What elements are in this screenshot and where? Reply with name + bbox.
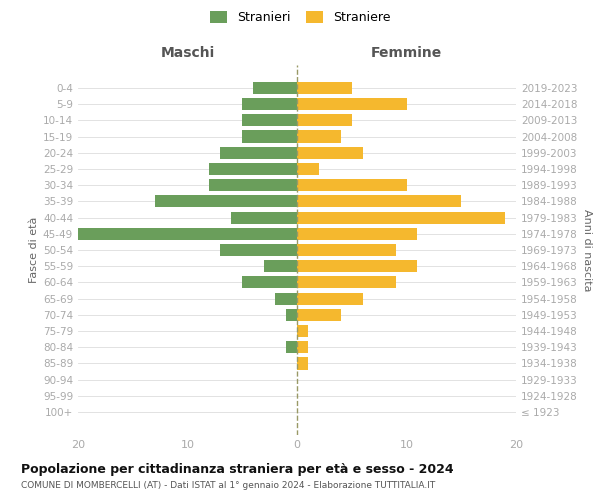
Bar xyxy=(297,276,395,288)
Bar xyxy=(297,130,341,142)
Bar xyxy=(209,179,297,191)
Bar xyxy=(232,212,297,224)
Bar xyxy=(155,196,297,207)
Bar xyxy=(220,244,297,256)
Bar xyxy=(253,82,297,94)
Text: Popolazione per cittadinanza straniera per età e sesso - 2024: Popolazione per cittadinanza straniera p… xyxy=(21,462,454,475)
Bar xyxy=(220,146,297,159)
Bar xyxy=(286,341,297,353)
Bar xyxy=(297,98,407,110)
Bar xyxy=(286,309,297,321)
Bar xyxy=(297,244,395,256)
Bar xyxy=(297,341,308,353)
Legend: Stranieri, Straniere: Stranieri, Straniere xyxy=(207,8,393,26)
Text: Femmine: Femmine xyxy=(371,46,442,60)
Bar xyxy=(297,82,352,94)
Bar xyxy=(297,196,461,207)
Bar xyxy=(297,309,341,321)
Bar xyxy=(264,260,297,272)
Y-axis label: Fasce di età: Fasce di età xyxy=(29,217,39,283)
Bar xyxy=(242,130,297,142)
Bar xyxy=(297,179,407,191)
Bar xyxy=(242,276,297,288)
Bar xyxy=(297,358,308,370)
Bar xyxy=(297,260,418,272)
Bar xyxy=(297,228,418,240)
Bar xyxy=(78,228,297,240)
Bar xyxy=(275,292,297,304)
Text: Maschi: Maschi xyxy=(160,46,215,60)
Bar xyxy=(297,146,362,159)
Y-axis label: Anni di nascita: Anni di nascita xyxy=(582,209,592,291)
Bar xyxy=(242,114,297,126)
Text: COMUNE DI MOMBERCELLI (AT) - Dati ISTAT al 1° gennaio 2024 - Elaborazione TUTTIT: COMUNE DI MOMBERCELLI (AT) - Dati ISTAT … xyxy=(21,481,435,490)
Bar xyxy=(297,163,319,175)
Bar xyxy=(297,212,505,224)
Bar xyxy=(242,98,297,110)
Bar xyxy=(297,325,308,337)
Bar xyxy=(297,114,352,126)
Bar xyxy=(209,163,297,175)
Bar xyxy=(297,292,362,304)
